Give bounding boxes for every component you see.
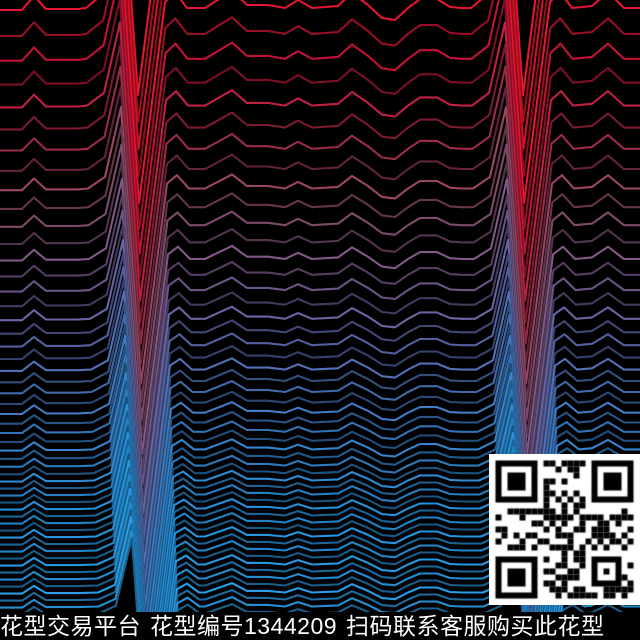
- cta-text: 扫码联系客服购买此花型: [346, 613, 605, 639]
- pattern-code-number: 1344209: [244, 613, 338, 639]
- pattern-code-label: 花型编号: [150, 613, 244, 639]
- watermark-bar: 花型交易平台 花型编号 1344209 扫码联系客服购买此花型: [0, 612, 640, 640]
- qr-code-canvas: [489, 454, 640, 605]
- qr-code: [489, 454, 640, 605]
- platform-name: 花型交易平台: [0, 613, 141, 639]
